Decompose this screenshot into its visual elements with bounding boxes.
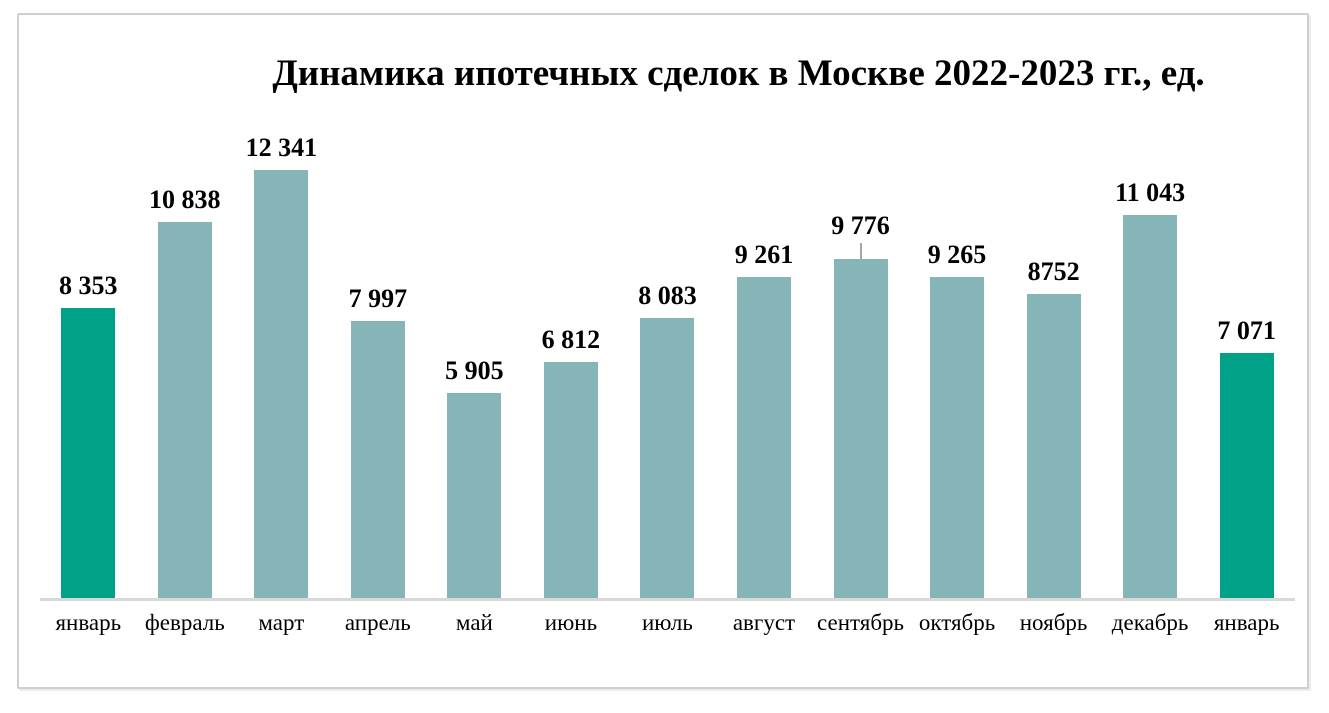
bar-ноябрь-10 xyxy=(1026,294,1081,598)
bar-value-label: 8 353 xyxy=(59,271,118,301)
bar-value-label: 6 812 xyxy=(541,325,601,355)
bar-value-label: 7 997 xyxy=(348,284,408,314)
x-axis-line xyxy=(40,598,1295,601)
bar-slot: 9 261 xyxy=(716,78,813,598)
bar-value-label: 12 341 xyxy=(245,133,318,163)
x-axis-label: сентябрь xyxy=(817,610,905,635)
label-leader-line xyxy=(859,243,862,259)
x-axis-label: апрель xyxy=(344,610,411,635)
bar-slot: 12 341 xyxy=(233,78,330,598)
bar-slot: 9 776 xyxy=(812,78,909,598)
bar-value-label: 9 261 xyxy=(734,240,794,270)
x-axis-label: август xyxy=(732,610,796,635)
x-axis-labels: январь февраль март апрель май июнь июль август… xyxy=(40,610,1295,636)
bar-slot: 8752 xyxy=(1005,78,1102,598)
bar-slot: 5 905 xyxy=(426,78,523,598)
bar-slot: 8 083 xyxy=(619,78,716,598)
x-axis-label: июль xyxy=(642,610,693,635)
bar-slot: 9 265 xyxy=(909,78,1006,598)
bar-slot: 7 997 xyxy=(330,78,427,598)
bar-slot: 10 838 xyxy=(137,78,234,598)
bar-value-label: 5 905 xyxy=(445,356,504,386)
bar-value-label: 9 776 xyxy=(831,211,890,241)
bar-январь-12 xyxy=(1219,353,1274,598)
bar-value-label: 11 043 xyxy=(1115,178,1186,208)
bar-value-label: 7 071 xyxy=(1217,316,1276,346)
x-axis-label: ноябрь xyxy=(1019,610,1088,635)
bar-август-7 xyxy=(736,277,791,598)
x-axis-label: январь xyxy=(55,610,122,635)
bar-slot: 8 353 xyxy=(40,78,137,598)
x-axis-label: январь xyxy=(1213,610,1280,635)
bar-октябрь-9 xyxy=(930,277,985,598)
bars-container: 8 353 10 838 12 341 7 997 5 905 6 812 8 083 9 2… xyxy=(40,78,1295,598)
bar-slot: 11 043 xyxy=(1102,78,1199,598)
bar-slot: 7 071 xyxy=(1198,78,1295,598)
bar-value-label: 10 838 xyxy=(149,185,221,215)
bar-май-4 xyxy=(447,393,502,598)
bar-январь-0 xyxy=(61,308,116,598)
x-axis-label: октябрь xyxy=(918,610,996,635)
bar-февраль-1 xyxy=(157,222,212,598)
bar-март-2 xyxy=(254,170,309,598)
bar-slot: 6 812 xyxy=(523,78,620,598)
chart-border-frame xyxy=(17,13,1309,689)
chart-title: Динамика ипотечных сделок в Москве 2022-… xyxy=(272,53,1205,94)
bar-июль-6 xyxy=(640,318,695,598)
bar-июнь-5 xyxy=(543,362,598,598)
x-axis-label: март xyxy=(258,610,305,635)
x-axis-label: декабрь xyxy=(1111,610,1189,635)
bar-value-label: 8752 xyxy=(1027,257,1080,287)
plot-area: 8 353 10 838 12 341 7 997 5 905 6 812 8 083 9 2… xyxy=(40,0,1295,713)
bar-сентябрь-8 xyxy=(833,259,888,598)
x-axis-label: июнь xyxy=(544,610,598,635)
x-axis-label: май xyxy=(455,610,493,635)
bar-value-label: 8 083 xyxy=(638,281,697,311)
bar-апрель-3 xyxy=(350,321,405,598)
bar-декабрь-11 xyxy=(1123,215,1178,598)
x-axis-label: февраль xyxy=(144,610,225,635)
bar-value-label: 9 265 xyxy=(927,240,987,270)
